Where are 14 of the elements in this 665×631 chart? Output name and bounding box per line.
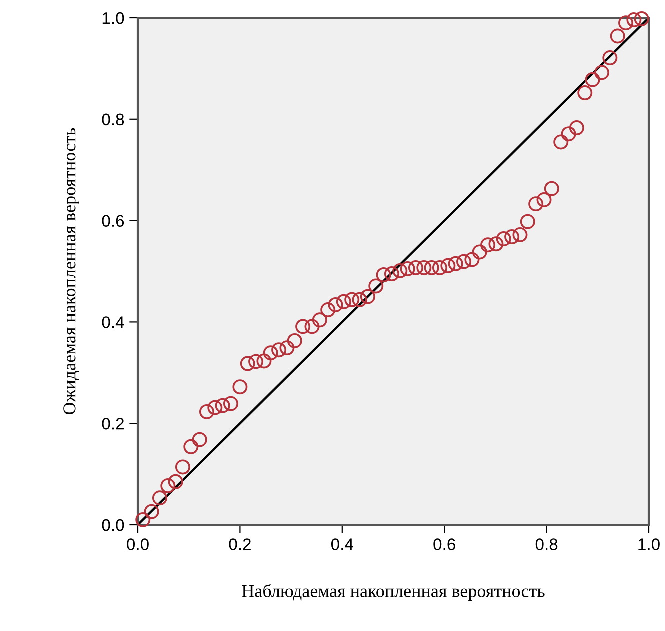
- y-axis-title: Ожидаемая накопленная вероятность: [64, 128, 80, 415]
- x-tick-label: 0.2: [229, 538, 251, 550]
- y-tick-label: 1.0: [102, 12, 124, 24]
- x-tick-label: 0.6: [434, 538, 456, 550]
- y-tick-label: 0.0: [102, 519, 124, 532]
- x-tick-label: 1.0: [638, 538, 660, 550]
- y-tick-label: 0.4: [102, 316, 124, 328]
- x-tick-label: 0.8: [536, 538, 558, 550]
- x-tick-label: 0.0: [127, 538, 149, 550]
- x-tick-label: 0.4: [331, 538, 354, 550]
- y-tick-label: 0.8: [102, 114, 124, 126]
- x-axis-title: Наблюдаемая накопленная вероятность: [242, 584, 545, 602]
- y-tick-label: 0.6: [102, 215, 124, 228]
- y-tick-label: 0.2: [102, 418, 124, 430]
